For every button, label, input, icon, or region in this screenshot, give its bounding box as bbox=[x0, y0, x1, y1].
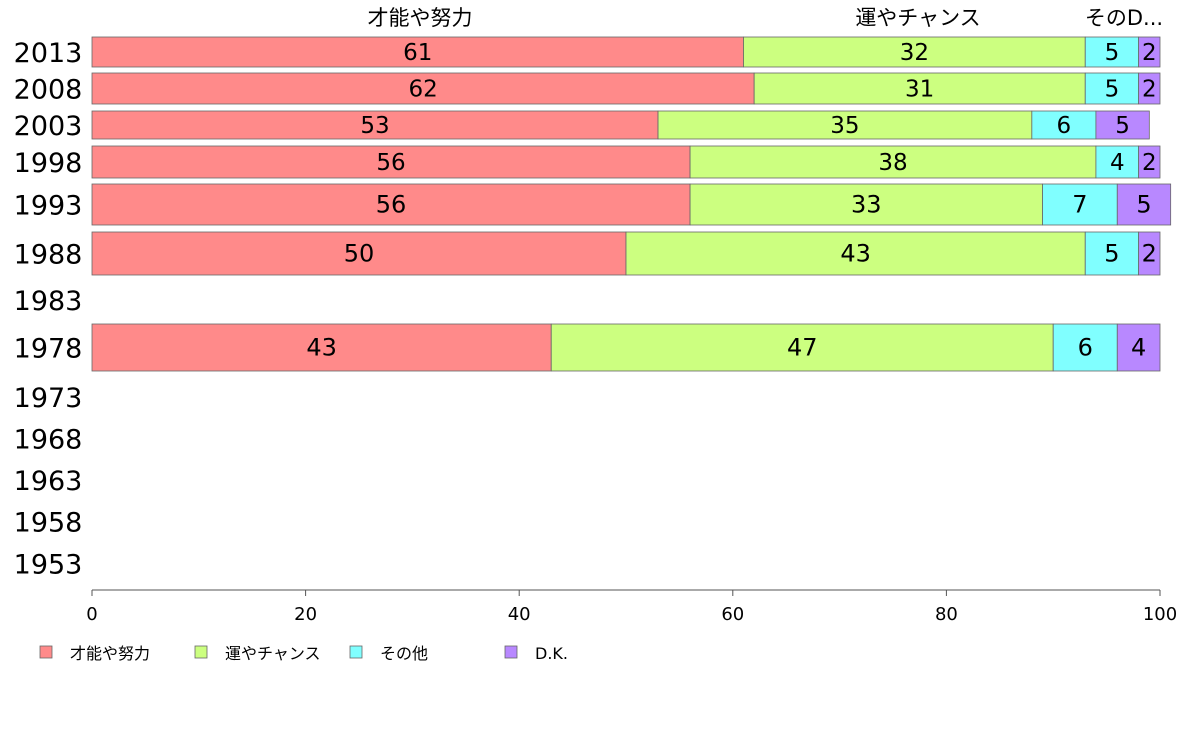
legend-swatch bbox=[349, 645, 363, 659]
legend-label: 運やチャンス bbox=[225, 644, 321, 663]
legend-label: 才能や努力 bbox=[70, 644, 150, 663]
data-label: 4 bbox=[1131, 334, 1146, 362]
category-label: 1983 bbox=[14, 286, 83, 317]
x-tick-label: 60 bbox=[721, 604, 744, 625]
bar-segment bbox=[1138, 145, 1161, 179]
bar-segment bbox=[1116, 183, 1172, 226]
category-label: 1958 bbox=[14, 508, 83, 539]
bar-segment bbox=[91, 323, 552, 372]
bar-segment bbox=[1084, 72, 1140, 105]
category-label: 1963 bbox=[14, 466, 83, 497]
legend-swatch bbox=[504, 645, 518, 659]
x-tick-label: 100 bbox=[1143, 604, 1177, 625]
data-label: 2 bbox=[1142, 77, 1157, 103]
data-label: 2 bbox=[1142, 40, 1157, 66]
data-label: 7 bbox=[1072, 191, 1087, 219]
data-label: 43 bbox=[306, 334, 337, 362]
legend-swatch bbox=[194, 645, 208, 659]
category-label: 1953 bbox=[14, 550, 83, 581]
bar-segment bbox=[1116, 323, 1161, 372]
bar-segment bbox=[91, 231, 627, 276]
bar-segment bbox=[1042, 183, 1118, 226]
category-label: 1978 bbox=[14, 334, 83, 365]
x-tick-label: 80 bbox=[935, 604, 958, 625]
bar-segment bbox=[1095, 110, 1150, 140]
data-label: 62 bbox=[408, 77, 437, 103]
category-label: 1988 bbox=[14, 240, 83, 271]
data-label: 33 bbox=[851, 191, 882, 219]
bar-segment bbox=[91, 36, 744, 68]
category-label: 1973 bbox=[14, 383, 83, 414]
data-label: 50 bbox=[344, 240, 375, 268]
data-label: 6 bbox=[1057, 113, 1072, 139]
data-label: 5 bbox=[1115, 113, 1130, 139]
top-series-label: 運やチャンス bbox=[855, 6, 980, 30]
category-label: 2008 bbox=[14, 75, 83, 106]
category-label: 2003 bbox=[14, 111, 83, 142]
data-label: 32 bbox=[900, 40, 929, 66]
data-label: 5 bbox=[1105, 77, 1120, 103]
data-label: 5 bbox=[1136, 191, 1151, 219]
bar-segment bbox=[91, 72, 755, 105]
data-label: 5 bbox=[1104, 240, 1119, 268]
data-label: 53 bbox=[360, 113, 389, 139]
data-label: 56 bbox=[376, 191, 407, 219]
x-tick-label: 0 bbox=[86, 604, 97, 625]
bar-segment bbox=[753, 72, 1086, 105]
top-series-label: そのD... bbox=[1085, 6, 1163, 30]
data-label: 2 bbox=[1142, 150, 1157, 176]
category-label: 1993 bbox=[14, 191, 83, 222]
data-label: 5 bbox=[1105, 40, 1120, 66]
x-tick-label: 20 bbox=[294, 604, 317, 625]
data-label: 43 bbox=[840, 240, 871, 268]
top-series-label: 才能や努力 bbox=[368, 6, 473, 30]
bar-segment bbox=[689, 183, 1043, 226]
category-label: 2013 bbox=[14, 38, 83, 69]
legend-swatch bbox=[39, 645, 53, 659]
data-label: 35 bbox=[830, 113, 859, 139]
category-label: 1998 bbox=[14, 148, 83, 179]
x-tick-label: 40 bbox=[508, 604, 531, 625]
bar-segment bbox=[625, 231, 1086, 276]
bar-segment bbox=[657, 110, 1033, 140]
bar-segment bbox=[1138, 72, 1161, 105]
data-label: 31 bbox=[905, 77, 934, 103]
bar-segment bbox=[743, 36, 1086, 68]
data-label: 56 bbox=[376, 150, 405, 176]
data-label: 47 bbox=[787, 334, 818, 362]
bar-segment bbox=[91, 145, 691, 179]
bar-segment bbox=[1095, 145, 1140, 179]
legend-label: D.K. bbox=[535, 644, 568, 663]
bar-segment bbox=[550, 323, 1054, 372]
legend-label: その他 bbox=[380, 644, 428, 663]
bar-segment bbox=[1138, 36, 1161, 68]
data-label: 6 bbox=[1078, 334, 1093, 362]
data-label: 61 bbox=[403, 40, 432, 66]
bar-segment bbox=[689, 145, 1097, 179]
bar-segment bbox=[1138, 231, 1161, 276]
data-label: 4 bbox=[1110, 150, 1125, 176]
bar-segment bbox=[1031, 110, 1097, 140]
category-label: 1968 bbox=[14, 425, 83, 456]
data-label: 38 bbox=[878, 150, 907, 176]
bar-segment bbox=[91, 110, 659, 140]
bar-segment bbox=[91, 183, 691, 226]
bar-segment bbox=[1084, 36, 1140, 68]
data-label: 2 bbox=[1142, 240, 1157, 268]
